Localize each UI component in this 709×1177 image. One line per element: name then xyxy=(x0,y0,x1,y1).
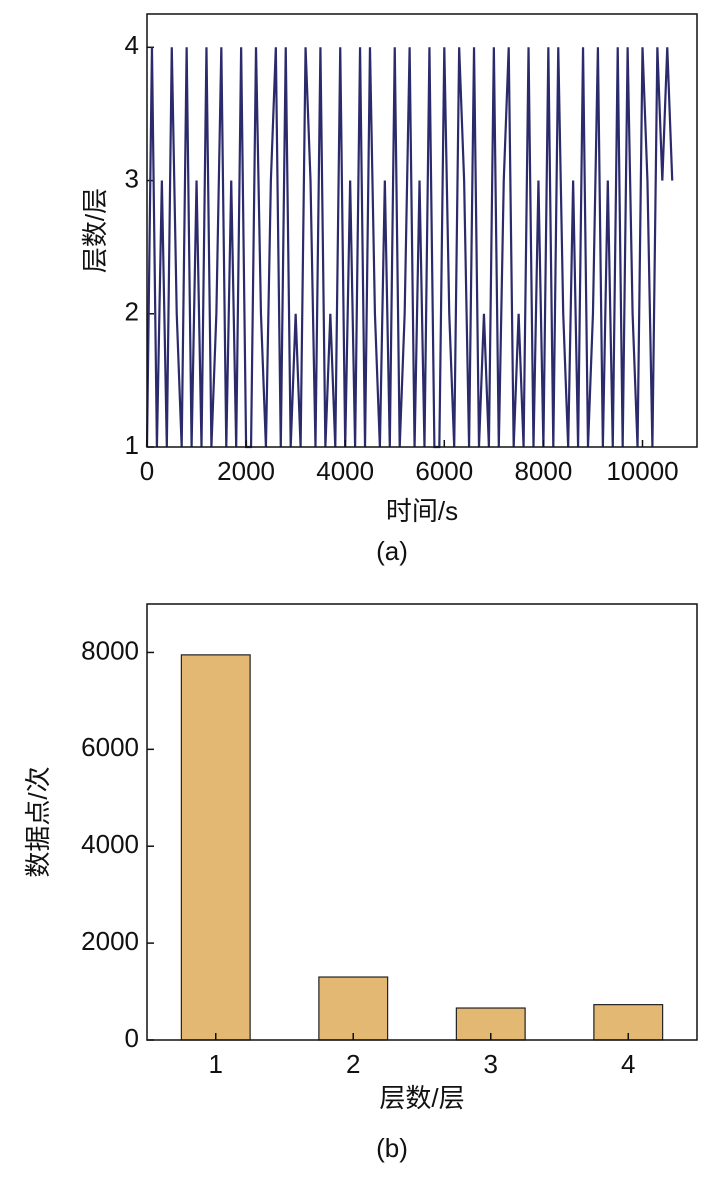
y-tick-label: 6000 xyxy=(81,732,139,762)
bar xyxy=(180,654,251,1041)
plot-frame xyxy=(146,603,698,1041)
plot-frame xyxy=(146,13,698,448)
x-tick-label: 0 xyxy=(140,456,154,486)
x-tick-label: 2000 xyxy=(217,456,275,486)
y-tick-label: 3 xyxy=(125,163,139,193)
bar xyxy=(318,976,389,1041)
y-axis-title: 层数/层 xyxy=(80,188,110,273)
x-tick-label: 3 xyxy=(484,1049,498,1079)
data-line xyxy=(145,47,674,449)
x-tick-label: 10000 xyxy=(606,456,678,486)
x-axis-title: 时间/s xyxy=(386,496,458,526)
x-axis-title: 层数/层 xyxy=(379,1083,464,1113)
y-tick-label: 2 xyxy=(125,297,139,327)
caption: (a) xyxy=(376,536,408,566)
y-tick-label: 8000 xyxy=(81,635,139,665)
caption: (b) xyxy=(376,1133,408,1163)
x-tick-label: 8000 xyxy=(514,456,572,486)
x-tick-label: 4000 xyxy=(316,456,374,486)
y-tick-label: 4000 xyxy=(81,829,139,859)
x-tick-label: 2 xyxy=(346,1049,360,1079)
y-tick-label: 0 xyxy=(125,1023,139,1053)
x-tick-label: 6000 xyxy=(415,456,473,486)
y-tick-label: 4 xyxy=(125,30,139,60)
y-axis-title: 数据点/次 xyxy=(23,766,53,877)
x-tick-label: 1 xyxy=(209,1049,223,1079)
x-tick-label: 4 xyxy=(621,1049,635,1079)
y-tick-label: 2000 xyxy=(81,926,139,956)
y-tick-label: 1 xyxy=(125,430,139,460)
